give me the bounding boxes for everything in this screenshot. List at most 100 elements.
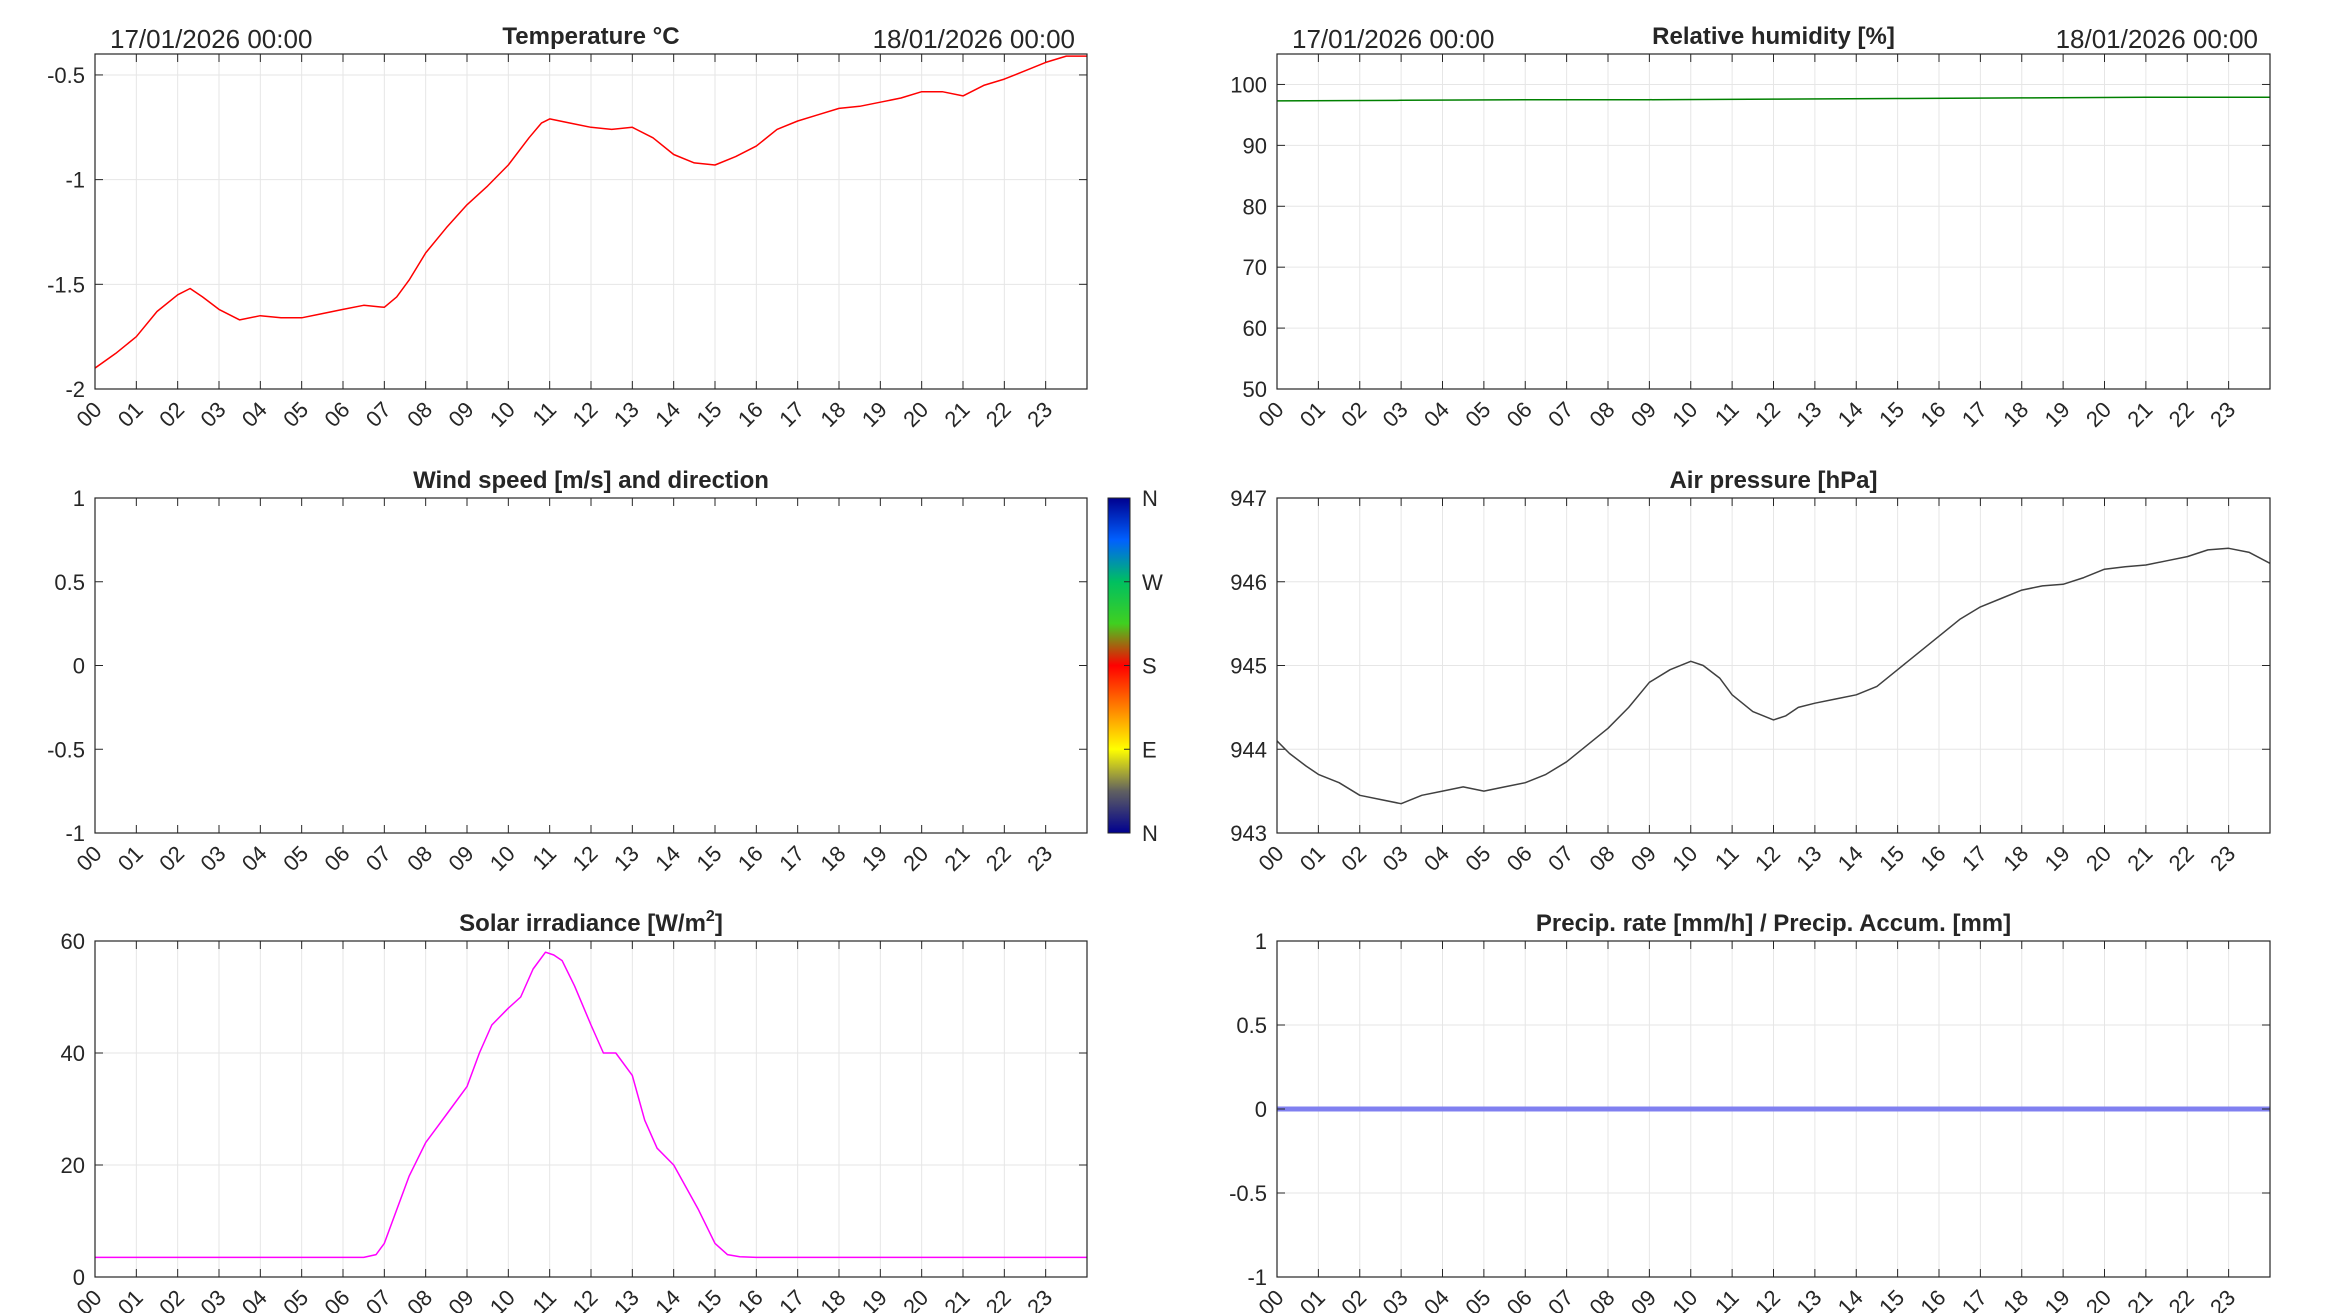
chart-title: Relative humidity [%] (1652, 23, 1895, 50)
x-tick-label: 20 (898, 841, 933, 876)
x-tick-label: 19 (2040, 1285, 2075, 1313)
x-tick-label: 11 (1710, 397, 1744, 431)
x-tick-label: 02 (154, 397, 189, 432)
x-tick-label: 01 (1295, 397, 1330, 432)
x-tick-label: 20 (898, 397, 933, 432)
x-tick-label: 21 (2122, 841, 2157, 876)
x-tick-label: 02 (154, 841, 189, 876)
y-tick-label: 40 (61, 1041, 85, 1066)
x-tick-label: 08 (402, 841, 437, 876)
x-tick-label: 08 (1585, 397, 1620, 432)
x-tick-label: 07 (361, 841, 396, 876)
x-tick-label: 01 (1295, 1285, 1330, 1313)
x-tick-label: 13 (609, 841, 644, 876)
x-tick-label: 14 (650, 841, 685, 876)
x-tick-label: 18 (1998, 1285, 2033, 1313)
x-tick-label: 09 (444, 841, 479, 876)
y-tick-label: -1 (65, 821, 85, 846)
x-tick-label: 03 (196, 1285, 231, 1313)
colorbar-label: E (1142, 737, 1157, 762)
x-tick-label: 22 (2164, 841, 2199, 876)
x-tick-label: 09 (444, 1285, 479, 1313)
x-tick-label: 02 (1336, 397, 1371, 432)
x-tick-label: 08 (402, 1285, 437, 1313)
x-tick-label: 14 (1833, 1285, 1868, 1313)
x-tick-label: 10 (1667, 1285, 1702, 1313)
x-tick-label: 12 (1750, 397, 1785, 432)
x-tick-label: 13 (1791, 841, 1826, 876)
y-tick-label: -1 (1247, 1265, 1267, 1290)
x-tick-label: 12 (1750, 841, 1785, 876)
temperature-series-line (95, 55, 1087, 369)
y-tick-label: 944 (1230, 737, 1267, 762)
y-tick-label: -2 (65, 377, 85, 402)
x-tick-label: 16 (1916, 1285, 1951, 1313)
x-tick-label: 19 (857, 397, 892, 432)
x-tick-label: 17 (774, 841, 809, 876)
x-tick-label: 06 (1502, 397, 1537, 432)
y-tick-label: 80 (1243, 194, 1267, 219)
x-tick-label: 10 (485, 841, 520, 876)
x-tick-label: 01 (113, 1285, 148, 1313)
x-tick-label: 11 (527, 1285, 561, 1313)
x-tick-label: 18 (1998, 841, 2033, 876)
x-tick-label: 21 (940, 397, 975, 432)
x-tick-label: 13 (1791, 1285, 1826, 1313)
x-tick-label: 07 (361, 397, 396, 432)
x-tick-label: 15 (692, 397, 727, 432)
x-tick-label: 16 (733, 1285, 768, 1313)
y-tick-label: 946 (1230, 570, 1267, 595)
x-tick-label: 09 (1626, 1285, 1661, 1313)
x-tick-label: 12 (568, 397, 603, 432)
y-tick-label: 60 (61, 929, 85, 954)
x-tick-label: 00 (1254, 841, 1289, 876)
x-tick-label: 18 (1998, 397, 2033, 432)
y-tick-label: 50 (1243, 377, 1267, 402)
x-tick-label: 23 (2205, 841, 2240, 876)
x-tick-label: 06 (320, 1285, 355, 1313)
x-tick-label: 08 (402, 397, 437, 432)
x-tick-label: 07 (1543, 841, 1578, 876)
chart-title: Air pressure [hPa] (1669, 467, 1877, 494)
x-tick-label: 06 (320, 397, 355, 432)
x-tick-label: 16 (733, 397, 768, 432)
y-tick-label: 945 (1230, 654, 1267, 679)
x-tick-label: 17 (1957, 1285, 1992, 1313)
chart-title: Precip. rate [mm/h] / Precip. Accum. [mm… (1536, 910, 2011, 937)
y-tick-label: 70 (1243, 255, 1267, 280)
x-tick-label: 23 (1022, 397, 1057, 432)
x-tick-label: 04 (237, 397, 272, 432)
colorbar-label: N (1142, 821, 1158, 846)
x-tick-label: 22 (981, 397, 1016, 432)
x-tick-label: 01 (1295, 841, 1330, 876)
x-tick-label: 13 (609, 1285, 644, 1313)
x-tick-label: 10 (1667, 841, 1702, 876)
chart-title: Temperature °C (502, 23, 679, 50)
x-tick-label: 16 (1916, 397, 1951, 432)
x-tick-label: 05 (278, 397, 313, 432)
x-tick-label: 18 (816, 1285, 851, 1313)
date-end-label: 18/01/2026 00:00 (873, 24, 1075, 54)
x-tick-label: 21 (940, 841, 975, 876)
chart-temperature: -2 -1.5 -1 -0.5 00 01 02 03 04 05 06 07 08 09 10 11 12 13… (47, 23, 1088, 432)
x-tick-label: 18 (816, 397, 851, 432)
x-tick-label: 19 (2040, 841, 2075, 876)
y-tick-label: 1 (1255, 929, 1267, 954)
y-tick-label: 1 (73, 486, 85, 511)
x-tick-label: 21 (2122, 397, 2157, 432)
y-tick-label: 947 (1230, 486, 1267, 511)
x-tick-label: 11 (527, 841, 561, 875)
x-tick-label: 12 (1750, 1285, 1785, 1313)
x-tick-label: 23 (2205, 1285, 2240, 1313)
y-tick-label: -1 (65, 168, 85, 193)
x-tick-label: 19 (857, 841, 892, 876)
y-tick-label: -0.5 (1229, 1181, 1267, 1206)
x-tick-label: 10 (1667, 397, 1702, 432)
plot-frame (94, 497, 1088, 834)
x-tick-label: 12 (568, 1285, 603, 1313)
date-end-label: 18/01/2026 00:00 (2056, 24, 2258, 54)
y-tick-label: 0 (73, 1265, 85, 1290)
